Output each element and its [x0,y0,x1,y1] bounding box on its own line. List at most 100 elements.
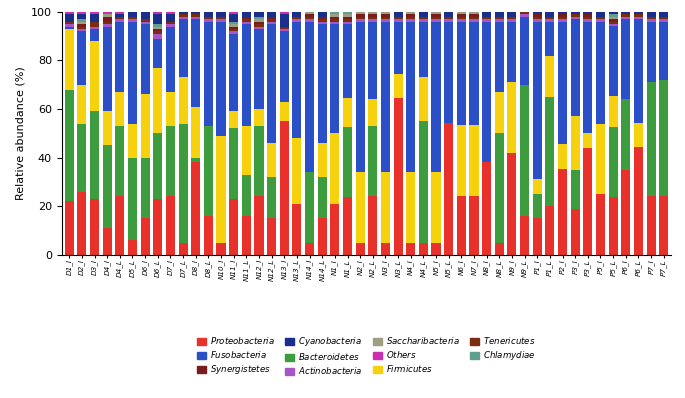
Bar [330,24,339,133]
Bar [482,19,491,21]
Bar [369,100,377,126]
Bar [343,14,352,17]
Bar [330,17,339,19]
Bar [90,21,99,27]
Bar [457,196,466,255]
Bar [647,19,656,21]
Bar [216,19,225,21]
Bar [166,27,175,92]
Bar [153,12,162,14]
Bar [115,14,125,17]
Bar [659,12,669,17]
Bar [571,19,580,116]
Bar [381,21,390,172]
Bar [140,158,150,218]
Bar [279,121,289,255]
Bar [545,17,554,19]
Bar [533,21,542,179]
Bar [204,12,213,17]
Bar [292,21,301,138]
Bar [659,197,669,255]
Bar [103,21,112,24]
Bar [457,19,466,22]
Bar [103,12,112,14]
Bar [64,29,74,90]
Bar [583,21,593,133]
Bar [621,17,630,19]
Bar [229,12,238,14]
Bar [583,148,593,255]
Bar [64,12,74,14]
Bar [279,14,289,27]
Bar [318,17,327,19]
Bar [444,12,453,17]
Bar [343,21,352,24]
Bar [533,218,542,255]
Bar [608,17,618,19]
Bar [179,124,188,242]
Bar [179,78,188,124]
Bar [621,19,630,100]
Bar [318,12,327,17]
Bar [90,12,99,14]
Bar [444,19,453,21]
Bar [343,24,352,98]
Bar [381,19,390,21]
Bar [153,133,162,199]
Bar [495,21,504,92]
Bar [166,12,175,14]
Bar [495,12,504,17]
Bar [533,179,542,194]
Bar [318,24,327,143]
Bar [305,172,314,242]
Bar [356,19,364,21]
Bar [267,218,276,255]
Bar [406,12,415,14]
Bar [608,127,618,197]
Bar [318,19,327,21]
Bar [583,14,593,17]
Bar [343,19,352,21]
Bar [77,12,86,14]
Bar [140,21,150,24]
Bar [533,17,542,19]
Bar [279,12,289,14]
Bar [621,170,630,255]
Bar [634,19,643,123]
Bar [545,19,554,21]
Bar [191,158,200,162]
Bar [520,14,529,17]
Bar [508,82,516,153]
Bar [533,12,542,14]
Bar [659,17,669,19]
Bar [659,21,669,80]
Bar [419,121,428,242]
Bar [432,21,440,172]
Bar [153,27,162,29]
Bar [596,194,605,255]
Bar [305,17,314,19]
Bar [508,21,516,82]
Bar [77,27,86,29]
Bar [545,97,554,206]
Bar [432,12,440,14]
Bar [103,228,112,255]
Bar [90,29,99,41]
Bar [583,133,593,148]
Bar [406,242,415,255]
Bar [444,21,453,123]
Bar [558,14,567,17]
Bar [369,21,377,100]
Bar [204,126,213,216]
Bar [64,21,74,24]
Bar [90,199,99,255]
Bar [267,177,276,218]
Bar [596,21,605,124]
Bar [406,14,415,17]
Bar [369,19,377,21]
Bar [229,27,238,29]
Bar [508,17,516,19]
Bar [571,209,580,255]
Bar [406,172,415,242]
Bar [545,56,554,97]
